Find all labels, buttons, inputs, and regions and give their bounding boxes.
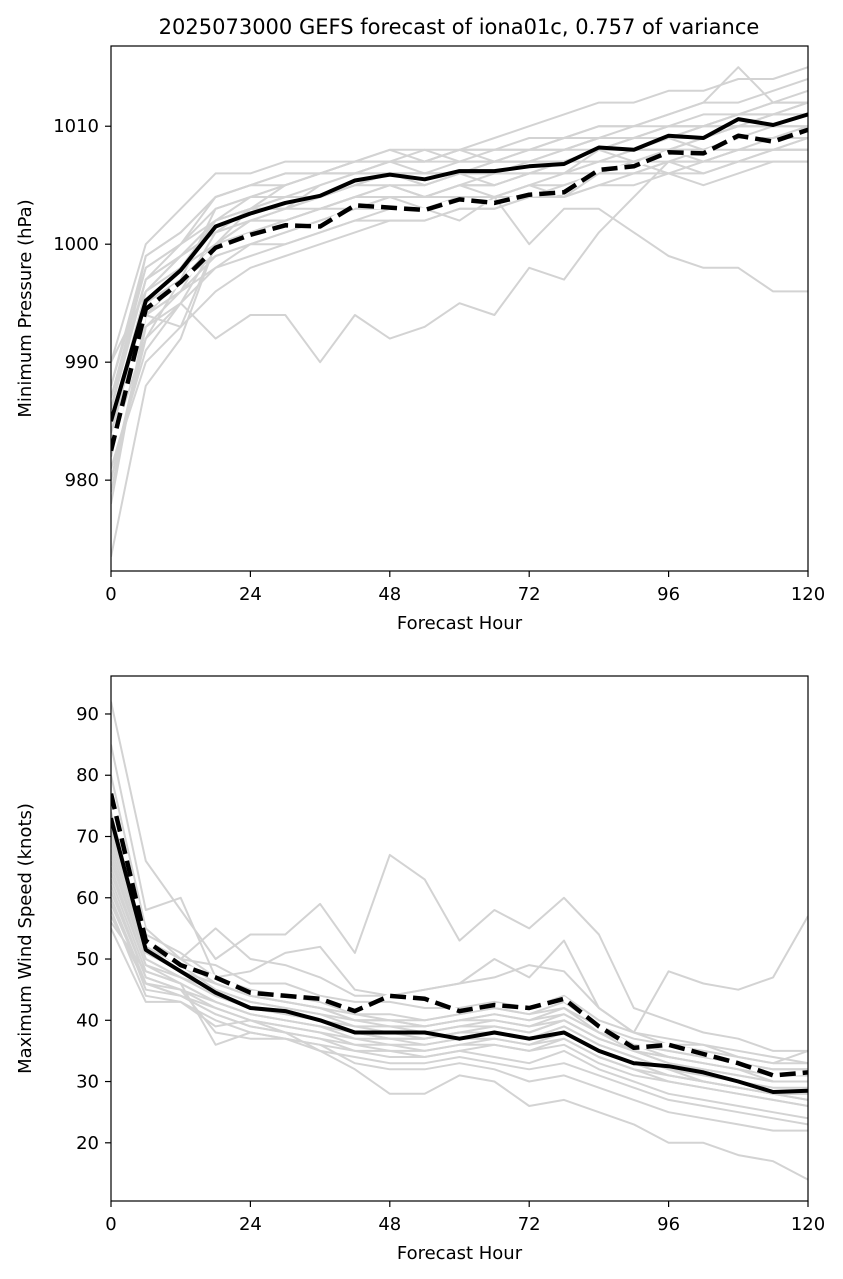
wind-member-line-1: [111, 701, 808, 1052]
wind-axes-frame: [110, 675, 809, 1202]
wind-y-tick-label: 90: [76, 704, 99, 725]
wind-y-tick-label: 50: [76, 949, 99, 970]
pressure-member-line-24: [111, 148, 808, 481]
wind-dashed-line: [111, 793, 808, 1078]
pressure-mean-line: [111, 112, 808, 422]
wind-x-tick-label: 24: [239, 1214, 262, 1235]
pressure-panel: 0 24 48 72 96 120 980 990 1000 1010 Forecast Hour M…: [15, 45, 825, 634]
wind-mean-line: [111, 817, 808, 1094]
pressure-x-tick-label: 96: [657, 584, 680, 605]
wind-x-tick-label: 48: [378, 1214, 401, 1235]
wind-member-line-12: [111, 927, 808, 1181]
pressure-member-line-18: [111, 148, 808, 363]
pressure-x-tick-label: 72: [518, 584, 541, 605]
pressure-x-tick-label: 24: [239, 584, 262, 605]
pressure-member-line-20: [111, 160, 808, 469]
pressure-x-axis-label: Forecast Hour: [397, 613, 523, 634]
wind-y-tick-label: 20: [76, 1133, 99, 1154]
wind-member-line-22: [111, 897, 808, 1107]
pressure-member-line-21: [111, 113, 808, 410]
pressure-x-tick-label: 48: [378, 584, 401, 605]
pressure-member-line-23: [111, 101, 808, 387]
pressure-member-line-2: [111, 137, 808, 481]
pressure-dashed-line: [111, 127, 808, 452]
wind-y-axis-label: Maximum Wind Speed (knots): [15, 803, 36, 1074]
pressure-x-tick-label: 0: [105, 584, 116, 605]
pressure-y-tick-label: 1010: [53, 116, 99, 137]
wind-x-tick-label: 120: [791, 1214, 825, 1235]
wind-member-line-23: [111, 830, 808, 1071]
pressure-axes-frame: [110, 45, 809, 572]
pressure-series-group: [111, 66, 808, 557]
wind-x-tick-label: 72: [518, 1214, 541, 1235]
wind-series-group: [111, 701, 808, 1181]
wind-member-line-3: [111, 774, 808, 1065]
wind-member-line-10: [111, 915, 808, 1126]
wind-member-line-11: [111, 921, 808, 1132]
pressure-y-tick-label: 990: [65, 352, 99, 373]
wind-panel: 0 24 48 72 96 120 20 30 40 50 60 70 80 90 Forecast Hou…: [15, 675, 825, 1264]
wind-x-axis-label: Forecast Hour: [397, 1243, 523, 1264]
pressure-y-axis-label: Minimum Pressure (hPa): [15, 199, 36, 417]
wind-x-tick-label: 0: [105, 1214, 116, 1235]
pressure-x-tick-label: 120: [791, 584, 825, 605]
wind-y-tick-label: 30: [76, 1072, 99, 1093]
wind-y-tick-label: 60: [76, 888, 99, 909]
wind-member-line-5: [111, 836, 808, 1065]
wind-y-tick-label: 70: [76, 827, 99, 848]
wind-y-tick-label: 40: [76, 1010, 99, 1031]
wind-x-tick-label: 96: [657, 1214, 680, 1235]
wind-y-tick-label: 80: [76, 765, 99, 786]
wind-member-line-21: [111, 842, 808, 1077]
pressure-y-tick-label: 1000: [53, 234, 99, 255]
chart-title: 2025073000 GEFS forecast of iona01c, 0.7…: [159, 15, 760, 39]
pressure-y-tick-label: 980: [65, 470, 99, 491]
pressure-member-line-22: [111, 125, 808, 457]
